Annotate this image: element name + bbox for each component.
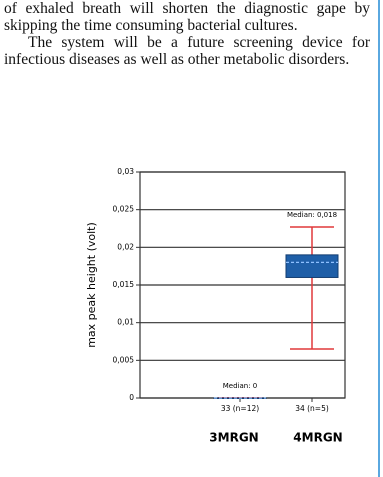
y-tick-label: 0,025 [113,205,135,214]
y-tick-label: 0 [129,393,134,402]
y-axis-label: max peak height (volt) [85,222,98,348]
paragraph: The system will be a future screening de… [4,34,370,68]
box [285,254,339,278]
text-column: of exhaled breath will shorten the diagn… [4,0,370,68]
y-tick-label: 0,005 [113,355,135,364]
y-tick-label: 0,03 [117,167,134,176]
y-tick-label: 0,02 [117,242,134,251]
median-label: Median: 0 [223,382,258,390]
y-tick-label: 0,01 [117,318,134,327]
page-border [378,0,380,477]
paragraph: of exhaled breath will shorten the diagn… [4,0,370,34]
group-label: 3MRGN [209,431,258,445]
group-label: 4MRGN [293,431,342,445]
x-tick-label: 34 (n=5) [295,404,329,413]
median-label: Median: 0,018 [287,211,337,219]
y-tick-label: 0,015 [113,280,135,289]
x-tick-label: 33 (n=12) [221,404,259,413]
